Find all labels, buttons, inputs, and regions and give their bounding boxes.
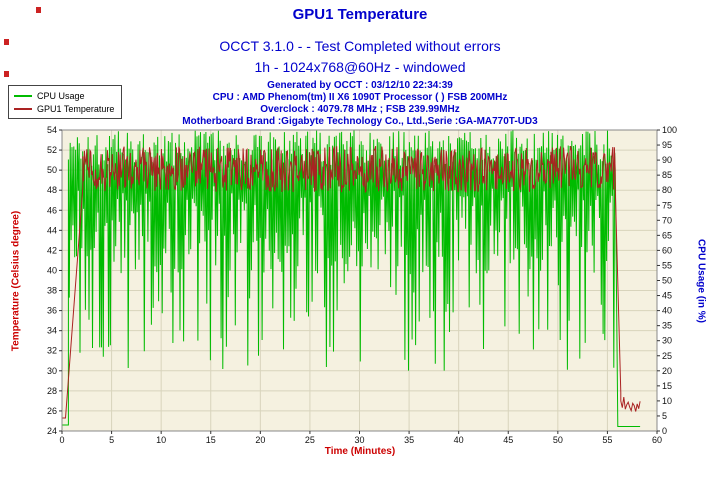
system-info-block: Generated by OCCT : 03/12/10 22:34:39 CP…: [0, 80, 720, 128]
red-artifact: [4, 71, 9, 77]
svg-text:75: 75: [662, 200, 672, 210]
svg-text:55: 55: [602, 435, 612, 445]
cpu-usage-line-swatch: [14, 94, 32, 97]
svg-text:28: 28: [47, 386, 57, 396]
test-status-line: OCCT 3.1.0 - - Test Completed without er…: [219, 38, 501, 54]
svg-text:65: 65: [662, 230, 672, 240]
svg-text:45: 45: [503, 435, 513, 445]
svg-text:40: 40: [662, 306, 672, 316]
red-artifact: [4, 39, 9, 45]
svg-text:44: 44: [47, 225, 57, 235]
svg-text:60: 60: [652, 435, 662, 445]
svg-text:46: 46: [47, 205, 57, 215]
generated-by-line: Generated by OCCT : 03/12/10 22:34:39: [267, 80, 453, 91]
svg-text:15: 15: [662, 381, 672, 391]
motherboard-info-line: Motherboard Brand :Gigabyte Technology C…: [182, 116, 538, 127]
x-axis-title: Time (Minutes): [324, 446, 396, 457]
svg-text:35: 35: [662, 321, 672, 331]
svg-text:55: 55: [662, 260, 672, 270]
svg-text:30: 30: [354, 435, 364, 445]
svg-text:26: 26: [47, 406, 57, 416]
svg-text:80: 80: [662, 185, 672, 195]
cpu-info-line: CPU : AMD Phenom(tm) II X6 1090T Process…: [212, 92, 508, 103]
overclock-info-line: Overclock : 4079.78 MHz ; FSB 239.99MHz: [260, 104, 460, 115]
svg-text:52: 52: [47, 145, 57, 155]
gpu1-temperature-line-swatch: [14, 107, 32, 110]
svg-text:48: 48: [47, 185, 57, 195]
svg-text:60: 60: [662, 245, 672, 255]
legend-label-gpu1-temperature: GPU1 Temperature: [37, 103, 115, 114]
svg-text:100: 100: [662, 125, 677, 135]
svg-text:70: 70: [662, 215, 672, 225]
svg-text:30: 30: [662, 336, 672, 346]
series-gpu1-temperature: [62, 145, 641, 419]
red-artifact: [36, 7, 41, 13]
legend-label-cpu-usage: CPU Usage: [37, 90, 85, 101]
svg-text:95: 95: [662, 140, 672, 150]
svg-text:25: 25: [662, 351, 672, 361]
svg-text:5: 5: [109, 435, 114, 445]
svg-text:15: 15: [206, 435, 216, 445]
svg-text:20: 20: [662, 366, 672, 376]
svg-text:20: 20: [255, 435, 265, 445]
axis-ticks: 2426283032343638404244464850525405101520…: [47, 125, 677, 445]
svg-text:0: 0: [59, 435, 64, 445]
test-config-line: 1h - 1024x768@60Hz - windowed: [254, 59, 466, 75]
svg-text:30: 30: [47, 366, 57, 376]
legend-item-gpu1-temperature: GPU1 Temperature: [14, 102, 114, 115]
series-cpu-usage: [62, 129, 641, 427]
svg-text:32: 32: [47, 346, 57, 356]
svg-text:50: 50: [47, 165, 57, 175]
legend-item-cpu-usage: CPU Usage: [14, 89, 114, 102]
svg-text:34: 34: [47, 326, 57, 336]
svg-text:42: 42: [47, 245, 57, 255]
svg-text:50: 50: [662, 276, 672, 286]
svg-text:90: 90: [662, 155, 672, 165]
svg-text:10: 10: [156, 435, 166, 445]
chart-legend: CPU Usage GPU1 Temperature: [8, 85, 123, 119]
svg-text:5: 5: [662, 411, 667, 421]
svg-text:10: 10: [662, 396, 672, 406]
svg-text:50: 50: [553, 435, 563, 445]
page-title: GPU1 Temperature: [292, 6, 428, 23]
svg-text:45: 45: [662, 291, 672, 301]
svg-text:85: 85: [662, 170, 672, 180]
svg-text:35: 35: [404, 435, 414, 445]
svg-text:40: 40: [454, 435, 464, 445]
svg-text:40: 40: [47, 265, 57, 275]
svg-text:25: 25: [305, 435, 315, 445]
svg-text:38: 38: [47, 286, 57, 296]
svg-text:24: 24: [47, 426, 57, 436]
svg-text:0: 0: [662, 426, 667, 436]
svg-text:54: 54: [47, 125, 57, 135]
svg-text:36: 36: [47, 306, 57, 316]
